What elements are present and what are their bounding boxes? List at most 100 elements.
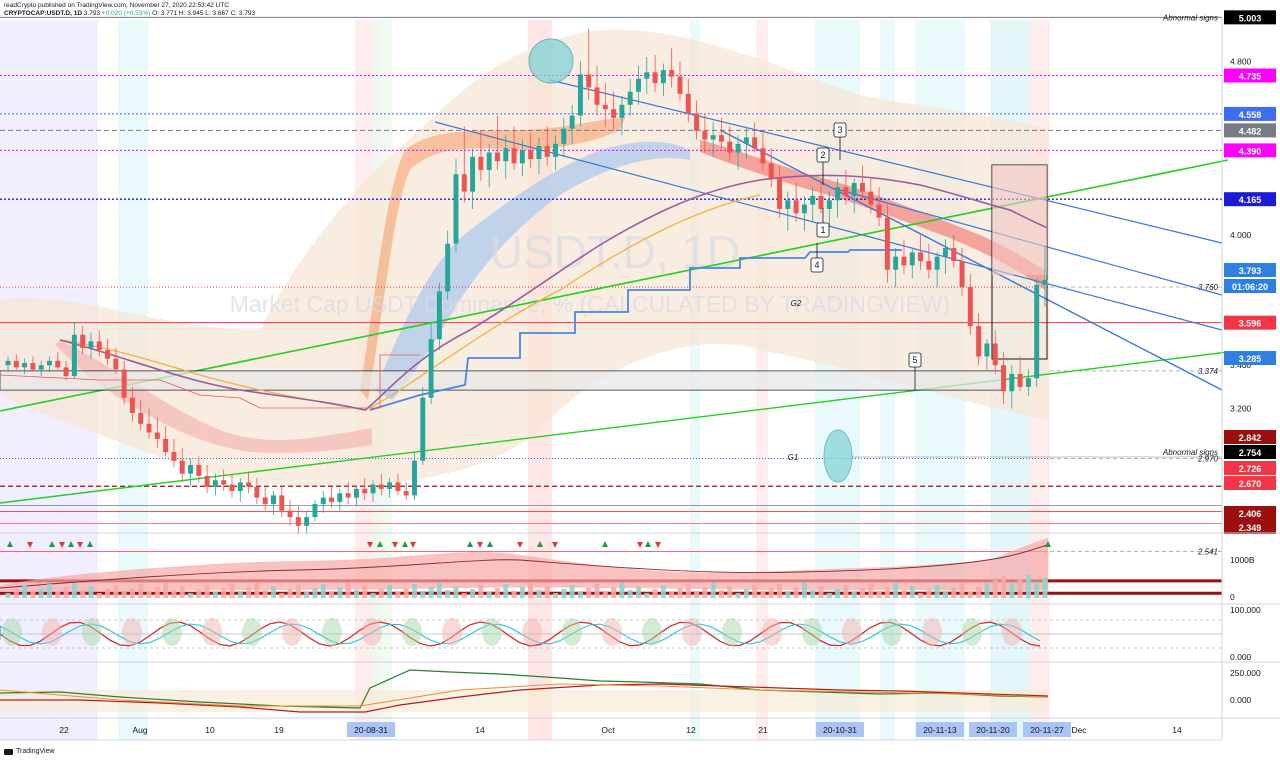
candle-body: [478, 156, 484, 170]
volume-bar: [727, 586, 733, 598]
candle-body: [105, 350, 111, 359]
candle-body: [942, 248, 948, 257]
volume-bar: [851, 592, 857, 598]
date-tick-label: Dec: [1071, 725, 1087, 735]
price-tick-label: 3.400: [1230, 360, 1252, 370]
price-badge-label: 4.165: [1239, 195, 1262, 205]
price-badge-label: 2.349: [1239, 523, 1262, 533]
volume-bar: [536, 590, 542, 598]
candle-body: [718, 135, 724, 142]
price-tick-label: 4.800: [1230, 56, 1252, 66]
volume-bar: [445, 590, 451, 598]
signal-marker: [552, 542, 558, 548]
volume-bar: [561, 589, 567, 598]
volume-bar: [470, 589, 476, 598]
price-badge: [1224, 143, 1276, 158]
price-badge: [1224, 461, 1276, 475]
candle-body: [536, 146, 542, 160]
volume-bar: [345, 583, 351, 598]
candle-body: [262, 497, 268, 505]
price-badge-label: 4.558: [1239, 110, 1262, 120]
volume-bar: [511, 591, 517, 598]
volume-bar: [942, 592, 948, 598]
candle-body: [594, 87, 600, 105]
candle-body: [5, 360, 11, 366]
volume-bar: [884, 587, 890, 598]
candle-body: [47, 360, 52, 366]
candle-body: [96, 341, 102, 351]
projection-box-upper: [992, 165, 1047, 275]
candle-body: [271, 495, 276, 505]
volume-bar: [188, 593, 193, 598]
candle-body: [544, 146, 550, 157]
volume-bar: [271, 586, 276, 598]
signal-marker: [59, 542, 65, 548]
volume-bar: [428, 587, 434, 598]
oscillator-cloud: [962, 618, 982, 646]
volume-bar: [55, 591, 61, 598]
tradingview-logo: TradingView: [4, 748, 55, 755]
abnormal-signs-note: Abnormal signs: [1162, 13, 1218, 22]
signal-marker: [68, 541, 74, 547]
volume-bar: [569, 585, 575, 598]
oscillator-cloud: [442, 618, 462, 646]
price-badge-label: 4.390: [1239, 146, 1262, 156]
candle-body: [1042, 279, 1048, 285]
candle-body: [702, 130, 708, 140]
volume-bar: [602, 591, 608, 598]
candle-body: [378, 484, 384, 489]
volume-bar: [760, 592, 766, 598]
candle-body: [428, 339, 434, 398]
volume-bar: [652, 589, 658, 598]
volume-bar: [30, 592, 36, 598]
oscillator-cloud: [162, 618, 182, 646]
candle-body: [30, 363, 36, 370]
volume-bar: [254, 583, 260, 598]
date-badge-label: 20-11-13: [923, 725, 957, 735]
price-badge: [1224, 430, 1276, 444]
ohlc-values: O: 3.771 H: 3.945 L: 3.667 C: 3.793: [152, 10, 256, 17]
candle-body: [577, 74, 583, 116]
momentum-line-green: [0, 669, 1049, 709]
ma-purple: [59, 174, 1049, 411]
candle-body: [196, 465, 202, 476]
volume-bar: [362, 586, 368, 598]
volume-bar: [627, 590, 633, 598]
oscillator-cloud: [42, 618, 62, 646]
candle-body: [445, 243, 451, 292]
plain-level-label: 2.541: [1197, 548, 1218, 557]
oscillator-cloud: [802, 618, 822, 646]
candle-body: [395, 482, 401, 492]
date-tick-label: 12: [686, 725, 696, 735]
price-badge-label: 2.726: [1239, 464, 1262, 474]
volume-bar: [710, 583, 716, 598]
candle-body: [71, 334, 77, 377]
price-badge: [1224, 68, 1276, 83]
date-badge-label: 20-11-20: [976, 725, 1010, 735]
plain-level-label: 3.374: [1198, 367, 1219, 376]
date-badge: [969, 722, 1017, 737]
candle-body: [669, 70, 675, 77]
candle-body: [1017, 373, 1023, 387]
oscillator-cloud: [522, 618, 542, 646]
brand-label: TradingView: [16, 748, 55, 755]
candle-body: [287, 510, 293, 518]
label-g1: G1: [788, 453, 799, 462]
candle-body: [553, 143, 559, 157]
price-badge-label: 2.842: [1239, 433, 1262, 443]
volume-bar: [619, 583, 625, 598]
volume-bar: [876, 591, 882, 598]
volume-bar: [503, 584, 509, 598]
candle-body: [204, 475, 210, 487]
volume-bar: [412, 584, 417, 598]
candle-body: [163, 438, 169, 452]
price-badge: [1224, 520, 1276, 534]
bottom-ellipse-marker: [823, 429, 853, 483]
volume-bar: [586, 588, 592, 598]
signal-marker: [367, 542, 373, 548]
oscillator-cloud: [562, 618, 582, 646]
volume-bar: [934, 585, 940, 598]
volume-bar: [1025, 575, 1031, 598]
volume-bar: [743, 589, 749, 598]
